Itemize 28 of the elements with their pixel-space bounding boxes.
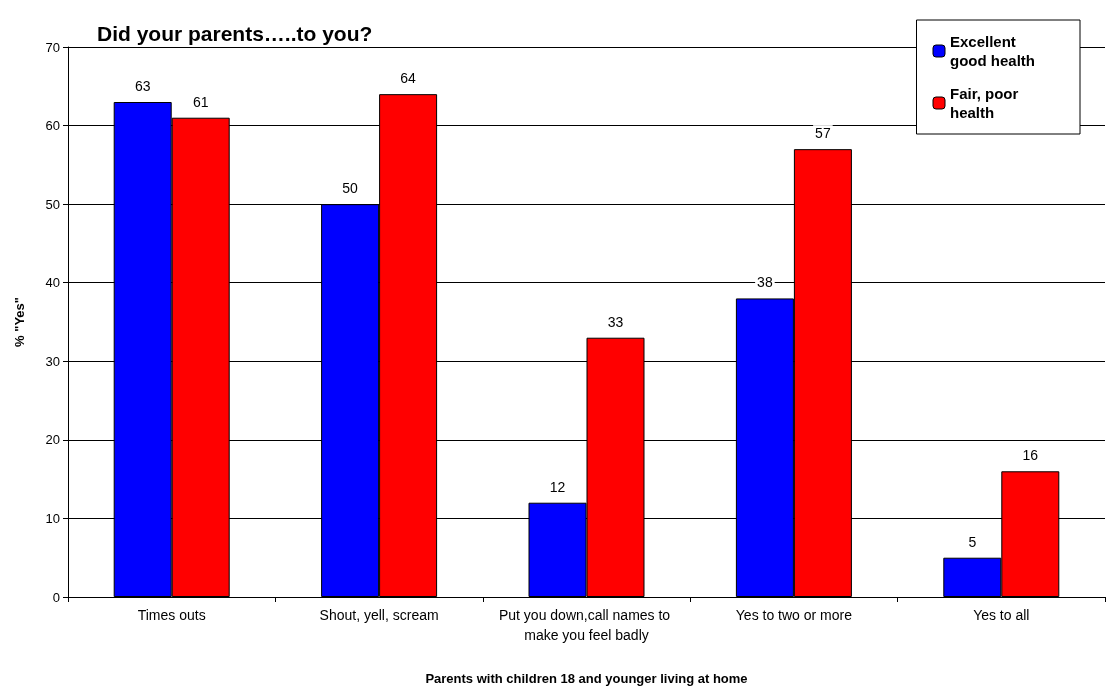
data-label: 12 [549,478,566,495]
data-label: 50 [342,180,359,197]
y-tick-label: 0 [52,589,60,605]
data-label: 63 [134,78,151,94]
data-label: 16 [1022,447,1039,464]
x-tick-label: Put you down,call names to make you feel badly [498,607,675,643]
data-label: 33 [607,313,624,330]
chart-title: Did your parents…..to you? [97,22,373,45]
y-axis-title: % "Yes" [12,297,27,347]
data-label: 64 [400,70,417,87]
x-tick-label: Times outs [137,607,206,623]
x-tick-label: Shout, yell, scream [319,607,439,623]
x-tick-label: Yes to all [973,607,1030,623]
data-label: 57 [815,125,831,142]
y-tick-label: 60 [45,118,60,134]
y-tick-label: 70 [45,39,60,55]
data-label: 38 [757,274,773,291]
y-tick-label: 30 [45,353,60,369]
y-tick-label: 10 [45,510,60,526]
data-label: 5 [968,533,977,550]
legend-label: Excellent good health [950,33,1035,69]
legend-label: Fair, poor health [950,85,1023,121]
y-tick-label: 50 [45,196,60,212]
x-tick-label: Yes to two or more [735,607,853,623]
data-label: 61 [192,93,209,110]
y-tick-label: 40 [45,275,60,291]
x-axis-title: Parents with children 18 and younger living at home [425,671,748,686]
y-tick-label: 20 [45,432,60,448]
